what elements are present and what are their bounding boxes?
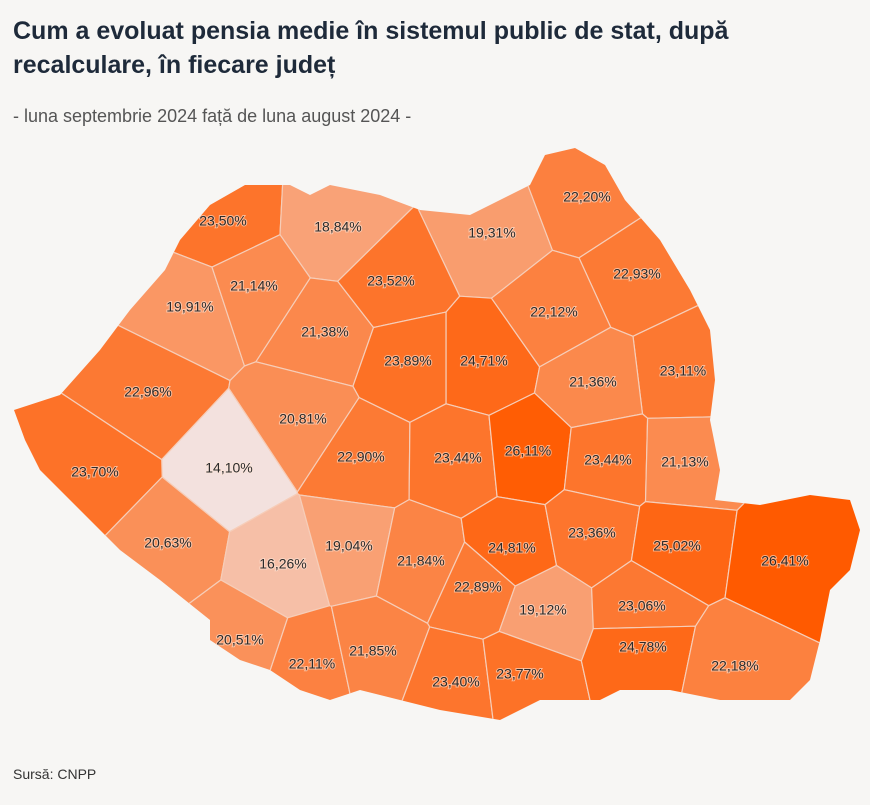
- county-value-label: 23,36%: [568, 525, 615, 541]
- county-value-label: 25,02%: [653, 538, 700, 554]
- county-value-label: 22,12%: [530, 304, 577, 320]
- county-value-label: 23,77%: [496, 666, 543, 682]
- county-value-label: 19,04%: [325, 538, 372, 554]
- source-note: Sursă: CNPP: [13, 766, 97, 782]
- county-value-label: 20,81%: [279, 411, 326, 427]
- county-value-label: 26,11%: [505, 443, 551, 459]
- county-value-label: 24,71%: [460, 353, 507, 369]
- county-value-label: 23,40%: [432, 674, 479, 690]
- county-value-label: 24,81%: [488, 540, 535, 556]
- county-value-label: 16,26%: [259, 556, 306, 572]
- county-value-label: 21,84%: [397, 553, 444, 569]
- county-value-label: 19,12%: [519, 602, 566, 618]
- county-region: [632, 222, 860, 419]
- county-value-label: 22,93%: [613, 266, 660, 282]
- county-value-label: 22,11%: [289, 656, 335, 672]
- county-value-label: 24,78%: [619, 639, 666, 655]
- county-value-label: 22,96%: [124, 384, 171, 400]
- county-value-label: 21,14%: [230, 278, 277, 294]
- county-value-label: 20,51%: [216, 632, 263, 648]
- county-value-label: 22,90%: [337, 449, 384, 465]
- county-region: [14, 579, 289, 720]
- county-value-label: 23,52%: [367, 273, 414, 289]
- county-value-label: 22,20%: [563, 189, 610, 205]
- county-value-label: 21,13%: [661, 454, 708, 470]
- county-value-label: 21,36%: [569, 374, 616, 390]
- county-value-label: 22,18%: [711, 658, 758, 674]
- county-region: [228, 361, 360, 493]
- county-value-label: 23,11%: [660, 363, 706, 379]
- county-value-label: 18,84%: [314, 219, 361, 235]
- county-value-label: 22,89%: [454, 579, 501, 595]
- county-value-label: 19,91%: [166, 299, 213, 315]
- county-region: [14, 148, 288, 268]
- county-value-label: 23,50%: [199, 213, 246, 229]
- county-region: [667, 597, 860, 720]
- page-title: Cum a evoluat pensia medie în sistemul p…: [13, 17, 729, 79]
- county-value-label: 23,89%: [384, 353, 431, 369]
- county-value-label: 23,44%: [434, 450, 481, 466]
- county-value-label: 14,10%: [205, 460, 252, 476]
- page-subtitle: - luna septembrie 2024 față de luna augu…: [13, 106, 412, 126]
- county-value-label: 23,44%: [584, 452, 631, 468]
- county-value-label: 23,70%: [71, 464, 118, 480]
- county-value-label: 21,85%: [349, 643, 396, 659]
- county-value-label: 20,63%: [144, 535, 191, 551]
- county-value-label: 26,41%: [761, 553, 808, 569]
- county-value-label: 19,31%: [468, 225, 515, 241]
- county-value-label: 23,06%: [618, 598, 665, 614]
- county-value-label: 21,38%: [301, 324, 348, 340]
